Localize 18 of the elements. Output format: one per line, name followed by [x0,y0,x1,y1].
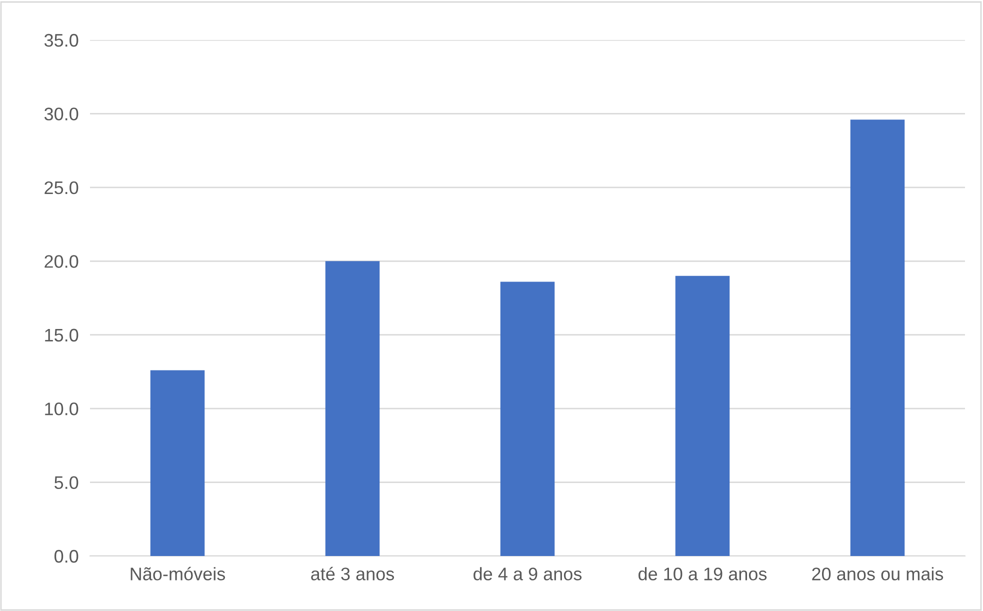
y-tick-label: 35.0 [44,34,78,47]
y-tick-label: 15.0 [45,328,78,342]
bar [850,120,905,556]
y-tick-label: 5.0 [54,476,78,490]
x-tick-label: Não-móveis [130,566,226,580]
bar [500,282,555,556]
y-tick-label: 20.0 [44,255,78,268]
y-tick-label: 30.0 [44,108,78,120]
bar [150,370,205,556]
x-tick-label: de 4 a 9 anos [474,567,582,580]
bar [675,276,730,556]
bar [325,261,380,556]
y-tick-label: 25.0 [44,181,78,194]
x-tick-label: 20 anos ou mais [812,567,944,580]
x-tick-label: até 3 anos [311,566,394,580]
y-tick-label: 0.0 [54,550,78,563]
x-tick-label: de 10 a 19 anos [638,567,767,580]
y-tick-label: 10.0 [45,402,78,416]
